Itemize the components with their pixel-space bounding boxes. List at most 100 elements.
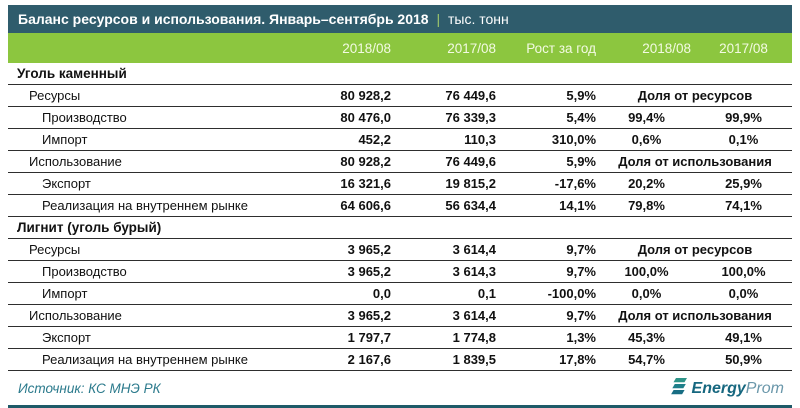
value-2018: 3 965,2 <box>347 308 391 323</box>
table-body: Уголь каменный Ресурсы 80 928,2 76 449,6 5,9… <box>8 63 792 371</box>
value-growth: 310,0% <box>551 132 596 147</box>
value-growth: 5,9% <box>566 154 596 169</box>
table-row: Производство 80 476,0 76 339,3 5,4% 99,4% 99,… <box>8 107 792 129</box>
share-2018: 54,7% <box>628 352 665 367</box>
section-header-row: Лигнит (уголь бурый) <box>8 217 792 239</box>
table-row: Ресурсы 3 965,2 3 614,4 9,7% Доля от ресурсо… <box>8 239 792 261</box>
value-growth: 9,7% <box>566 264 596 279</box>
share-2017: 25,9% <box>725 176 762 191</box>
column-header-share-2018: 2018/08 <box>642 40 691 56</box>
value-2018: 1 797,7 <box>347 330 391 345</box>
share-2018: 0,6% <box>631 132 662 147</box>
value-growth: -17,6% <box>554 176 596 191</box>
share-group-label: Доля от ресурсов <box>637 88 753 103</box>
value-2017: 3 614,4 <box>452 308 496 323</box>
row-label: Реализация на внутреннем рынке <box>42 352 248 367</box>
share-2017: 100,0% <box>721 264 766 279</box>
share-2017: 0,1% <box>728 132 759 147</box>
value-growth: 1,3% <box>566 330 596 345</box>
table-row: Производство 3 965,2 3 614,3 9,7% 100,0% 100,… <box>8 261 792 283</box>
share-2018: 99,4% <box>628 110 665 125</box>
value-2018: 80 928,2 <box>340 88 391 103</box>
energyprom-logo: EnergyProm <box>670 377 784 401</box>
table-row: Импорт 452,2 110,3 310,0% 0,6% 0,1% <box>8 129 792 151</box>
row-label: Импорт <box>42 286 88 301</box>
value-2017: 3 614,3 <box>452 264 496 279</box>
column-header-2018: 2018/08 <box>342 40 391 56</box>
table-row: Импорт 0,0 0,1 -100,0% 0,0% 0,0% <box>8 283 792 305</box>
value-2018: 3 965,2 <box>347 242 391 257</box>
value-2017: 19 815,2 <box>445 176 496 191</box>
row-label: Производство <box>42 110 127 125</box>
column-header-2017: 2017/08 <box>447 40 496 56</box>
logo-text-energy: Energy <box>691 379 746 397</box>
section-title: Уголь каменный <box>17 66 127 81</box>
share-2017: 49,1% <box>725 330 762 345</box>
share-2017: 0,0% <box>728 286 759 301</box>
value-2017: 76 449,6 <box>445 88 496 103</box>
value-2018: 452,2 <box>358 132 391 147</box>
column-header-growth: Рост за год <box>526 40 596 56</box>
row-label: Ресурсы <box>29 242 81 257</box>
share-2018: 79,8% <box>628 198 665 213</box>
row-label: Использование <box>29 154 122 169</box>
row-label: Использование <box>29 308 122 323</box>
energyprom-logo-icon <box>670 377 688 401</box>
value-growth: 9,7% <box>566 242 596 257</box>
share-group-label: Доля от ресурсов <box>637 242 753 257</box>
value-growth: 17,8% <box>559 352 596 367</box>
logo-text-prom: Prom <box>745 379 784 397</box>
value-2018: 2 167,6 <box>347 352 391 367</box>
row-label: Импорт <box>42 132 88 147</box>
value-2017: 110,3 <box>464 132 496 147</box>
value-growth: 9,7% <box>566 308 596 323</box>
share-2017: 99,9% <box>725 110 762 125</box>
section-header-row: Уголь каменный <box>8 63 792 85</box>
table-row: Экспорт 1 797,7 1 774,8 1,3% 45,3% 49,1% <box>8 327 792 349</box>
value-2017: 0,1 <box>477 286 496 301</box>
value-2017: 56 634,4 <box>445 198 496 213</box>
row-label: Производство <box>42 264 127 279</box>
report-units: тыс. тонн <box>448 11 509 27</box>
share-2017: 74,1% <box>725 198 762 213</box>
report-title: Баланс ресурсов и использования. Январь–… <box>18 11 429 27</box>
value-2018: 80 476,0 <box>340 110 391 125</box>
value-2018: 3 965,2 <box>347 264 391 279</box>
share-group-label: Доля от использования <box>618 154 772 169</box>
value-2017: 1 774,8 <box>452 330 496 345</box>
title-separator: | <box>436 11 441 27</box>
value-2017: 76 339,3 <box>445 110 496 125</box>
report-title-bar: Баланс ресурсов и использования. Январь–… <box>8 5 792 33</box>
value-growth: 5,4% <box>566 110 596 125</box>
table-row: Ресурсы 80 928,2 76 449,6 5,9% Доля от ресур… <box>8 85 792 107</box>
table-row: Реализация на внутреннем рынке 64 606,6 56… <box>8 195 792 217</box>
value-2018: 64 606,6 <box>340 198 391 213</box>
table-column-headers: 2018/08 2017/08 Рост за год 2018/08 2017… <box>8 33 792 63</box>
share-2017: 50,9% <box>725 352 762 367</box>
table-row: Использование 80 928,2 76 449,6 5,9% Доля от… <box>8 151 792 173</box>
row-label: Ресурсы <box>29 88 81 103</box>
table-row: Использование 3 965,2 3 614,4 9,7% Доля от и… <box>8 305 792 327</box>
value-growth: 5,9% <box>566 88 596 103</box>
report-footer: Источник: КС МНЭ РК EnergyProm <box>8 371 792 403</box>
share-2018: 100,0% <box>624 264 669 279</box>
row-label: Экспорт <box>42 176 91 191</box>
row-label: Реализация на внутреннем рынке <box>42 198 248 213</box>
value-2018: 0,0 <box>372 286 391 301</box>
table-row: Реализация на внутреннем рынке 2 167,6 1 8… <box>8 349 792 371</box>
value-2018: 80 928,2 <box>340 154 391 169</box>
column-header-share-2017: 2017/08 <box>719 40 768 56</box>
value-growth: -100,0% <box>547 286 596 301</box>
share-2018: 0,0% <box>631 286 662 301</box>
section-title: Лигнит (уголь бурый) <box>17 220 162 235</box>
share-2018: 45,3% <box>628 330 665 345</box>
share-group-label: Доля от использования <box>618 308 772 323</box>
value-2017: 3 614,4 <box>452 242 496 257</box>
source-note: Источник: КС МНЭ РК <box>18 381 161 396</box>
value-growth: 14,1% <box>559 198 596 213</box>
value-2018: 16 321,6 <box>340 176 391 191</box>
row-label: Экспорт <box>42 330 91 345</box>
table-row: Экспорт 16 321,6 19 815,2 -17,6% 20,2% 25,9% <box>8 173 792 195</box>
value-2017: 1 839,5 <box>452 352 496 367</box>
